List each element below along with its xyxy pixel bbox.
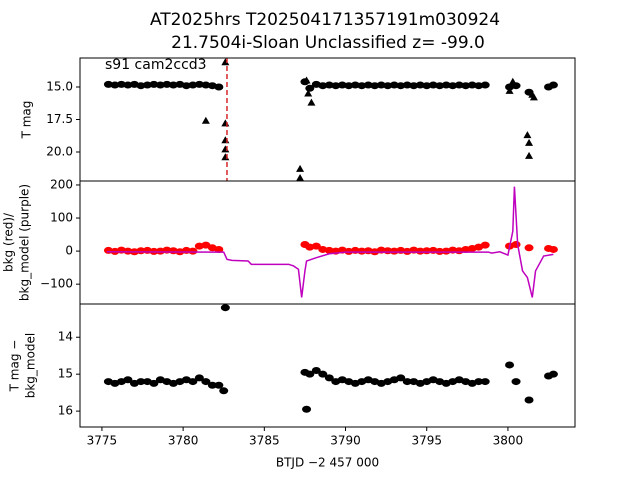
point: [302, 405, 312, 413]
point: [505, 361, 515, 369]
y-axis-label: bkg_model: [24, 333, 38, 399]
axes-frame: [79, 180, 576, 305]
y-tick-label: 100: [50, 211, 73, 225]
x-tick-label: 3800: [493, 434, 524, 448]
point: [188, 378, 198, 386]
point: [524, 396, 534, 404]
y-tick-label: 15.0: [46, 79, 73, 93]
point: [207, 381, 217, 389]
upper-limit: [221, 145, 230, 153]
axes-frame: [79, 57, 576, 182]
point: [311, 366, 321, 374]
x-axis-label: BTJD −2 457 000: [276, 456, 379, 470]
point: [214, 83, 224, 91]
point: [305, 370, 315, 378]
point: [511, 240, 521, 248]
point: [194, 374, 204, 382]
point: [136, 378, 146, 386]
y-tick-label: 16: [58, 404, 73, 418]
point: [214, 245, 224, 253]
upper-limit: [221, 58, 230, 66]
x-tick-label: 3780: [168, 434, 199, 448]
y-axis-label: T mag: [20, 101, 34, 140]
point: [402, 378, 412, 386]
point: [149, 379, 159, 387]
y-axis-label: bkg (red)/: [2, 212, 16, 272]
y-tick-label: 200: [50, 177, 73, 191]
upper-limit: [201, 116, 210, 124]
point: [548, 245, 558, 253]
y-tick-label: 17.5: [46, 112, 73, 126]
upper-limit: [505, 86, 514, 94]
upper-limit: [296, 174, 305, 182]
point: [480, 378, 490, 386]
upper-limit: [307, 98, 316, 106]
point: [219, 387, 229, 395]
title-line-2: 21.7504i-Sloan Unclassified z= -99.0: [171, 33, 485, 53]
upper-limit: [304, 89, 313, 97]
point: [201, 378, 211, 386]
point: [524, 244, 534, 252]
point: [357, 247, 367, 255]
point: [474, 378, 484, 386]
point: [548, 370, 558, 378]
upper-limit: [523, 131, 532, 139]
point: [415, 247, 425, 255]
point: [220, 304, 230, 312]
point: [188, 247, 198, 255]
point: [305, 84, 315, 92]
upper-limit: [296, 164, 305, 172]
title-line-1: AT2025hrs T202504171357191m030924: [150, 10, 500, 30]
x-tick-label: 3775: [87, 434, 118, 448]
upper-limit: [221, 153, 230, 161]
upper-limit: [529, 93, 538, 101]
y-tick-label: 15: [58, 367, 73, 381]
y-axis-label: bkg_model (purple): [18, 184, 32, 301]
model-line: [106, 186, 554, 298]
upper-limit: [221, 136, 230, 144]
annotation: s91 cam2ccd3: [105, 57, 207, 73]
y-tick-label: 0: [65, 244, 73, 258]
x-tick-label: 3785: [249, 434, 280, 448]
point: [396, 374, 406, 382]
point: [324, 374, 334, 382]
y-tick-label: −100: [40, 277, 73, 291]
upper-limit: [525, 151, 534, 159]
point: [480, 241, 490, 249]
axes-frame: [79, 303, 576, 428]
point: [214, 381, 224, 389]
point: [548, 81, 558, 89]
x-tick-label: 3795: [411, 434, 442, 448]
point: [511, 378, 521, 386]
point: [311, 242, 321, 250]
upper-limit: [525, 138, 534, 146]
point: [318, 370, 328, 378]
upper-limit: [508, 77, 517, 85]
point: [123, 376, 133, 384]
x-tick-label: 3790: [330, 434, 361, 448]
y-axis-label: T mag −: [8, 340, 22, 393]
point: [480, 81, 490, 89]
upper-limit: [221, 119, 230, 127]
y-tick-label: 14: [58, 330, 73, 344]
upper-limit: [302, 76, 311, 84]
y-tick-label: 20.0: [46, 145, 73, 159]
